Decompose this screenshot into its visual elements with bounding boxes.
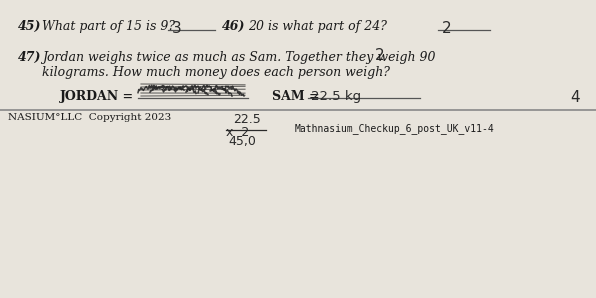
Text: 2: 2 (375, 48, 384, 63)
Text: What part of 15 is 9?: What part of 15 is 9? (42, 20, 175, 33)
Text: JORDAN =: JORDAN = (60, 90, 134, 103)
Text: 22.5: 22.5 (233, 113, 261, 126)
Text: 3: 3 (172, 21, 182, 36)
Text: 46): 46) (222, 20, 246, 33)
Text: Jordan weighs twice as much as Sam. Together they weigh 90: Jordan weighs twice as much as Sam. Toge… (42, 51, 436, 64)
Text: 47): 47) (18, 51, 41, 64)
Text: 2: 2 (442, 21, 452, 36)
Text: kilograms. How much money does each person weigh?: kilograms. How much money does each pers… (42, 66, 390, 79)
Text: 45,0: 45,0 (228, 135, 256, 148)
Text: x  2: x 2 (226, 126, 249, 139)
Text: 45): 45) (18, 20, 41, 33)
Text: Mathnasium_Checkup_6_post_UK_v11-4: Mathnasium_Checkup_6_post_UK_v11-4 (295, 123, 495, 134)
Text: 22.5 kg: 22.5 kg (311, 90, 361, 103)
Text: NASIUM°LLC  Copyright 2023: NASIUM°LLC Copyright 2023 (8, 113, 171, 122)
Text: 4: 4 (570, 90, 580, 105)
Text: 20 is what part of 24?: 20 is what part of 24? (248, 20, 387, 33)
Text: SAM =: SAM = (272, 90, 319, 103)
